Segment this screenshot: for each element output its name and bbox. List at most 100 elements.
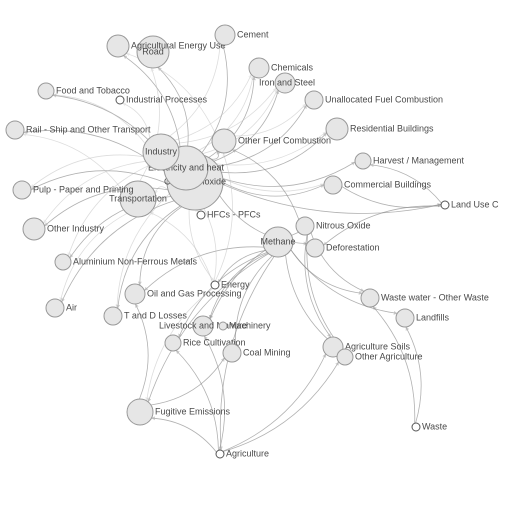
node-circle (116, 96, 124, 104)
edge (31, 155, 144, 188)
node-harvest: Harvest / Management (355, 153, 465, 169)
edge (235, 104, 306, 136)
node-circle (296, 217, 314, 235)
edge (342, 187, 441, 208)
node-hfcs: HFCs - PFCs (197, 209, 261, 219)
node-circle (412, 423, 420, 431)
node-label: Industrial Processes (126, 94, 208, 104)
node-label: Transportation (109, 193, 167, 203)
node-label: Cement (237, 29, 269, 39)
node-circle (441, 201, 449, 209)
edge (126, 53, 215, 133)
node-industry: Industry (143, 134, 179, 170)
edge (291, 250, 362, 294)
node-label: Deforestation (326, 242, 380, 252)
node-circle (107, 35, 129, 57)
node-circle (6, 121, 24, 139)
edge (152, 418, 217, 452)
node-label: Oil and Gas Processing (147, 288, 242, 298)
node-circle (249, 58, 269, 78)
node-label: Food and Tobacco (56, 85, 130, 95)
node-label: Energy (221, 279, 250, 289)
node-circle (55, 254, 71, 270)
node-circle (223, 344, 241, 362)
node-label: Machinery (229, 320, 271, 330)
node-label: Agriculture (226, 448, 269, 458)
node-label: Iron and Steel (259, 77, 315, 87)
edge (176, 350, 218, 450)
node-label: Harvest / Management (373, 155, 465, 165)
node-industrial_proc: Industrial Processes (116, 94, 208, 104)
node-label: Waste (422, 421, 447, 431)
node-circle (13, 181, 31, 199)
node-label: Nitrous Oxide (316, 220, 371, 230)
node-commercial: Commercial Buildings (324, 176, 432, 194)
node-nitrous: Nitrous Oxide (296, 217, 371, 235)
node-other_agriculture: Other Agriculture (337, 349, 423, 365)
node-label: Other Fuel Combustion (238, 135, 331, 145)
node-label: Methane (260, 236, 295, 246)
node-label: Waste water - Other Waste (381, 292, 489, 302)
node-label: Land Use C (451, 199, 499, 209)
node-label: Air (66, 302, 77, 312)
node-circle (165, 335, 181, 351)
node-label: T and D Losses (124, 310, 187, 320)
node-energy: Energy (211, 279, 250, 289)
node-circle (197, 211, 205, 219)
edge (140, 207, 182, 286)
node-circle (337, 349, 353, 365)
node-circle (305, 91, 323, 109)
node-residential: Residential Buildings (326, 118, 434, 140)
edge (223, 362, 339, 452)
node-circle (306, 239, 324, 257)
node-circle (23, 218, 45, 240)
node-landfills: Landfills (396, 309, 450, 327)
node-circle (396, 309, 414, 327)
edge (204, 336, 224, 450)
node-label: Coal Mining (243, 347, 291, 357)
node-circle (215, 25, 235, 45)
node-circle (216, 450, 224, 458)
node-other_industry: Other Industry (23, 218, 105, 240)
node-circle (46, 299, 64, 317)
network-graph: Carbon DioxideElectricity and heatIndust… (0, 0, 512, 512)
node-label: Other Agriculture (355, 351, 423, 361)
node-aluminium: Aluminium Non-Ferrous Metals (55, 254, 198, 270)
node-circle (355, 153, 371, 169)
edge (175, 75, 252, 141)
node-circle (212, 129, 236, 153)
node-label: Agricultural Energy Use (131, 40, 226, 50)
node-label: Industry (145, 146, 178, 156)
node-cement: Cement (215, 25, 269, 45)
node-waste: Waste (412, 421, 447, 431)
node-label: Agriculture Soils (345, 341, 411, 351)
node-unallocated: Unallocated Fuel Combustion (305, 91, 443, 109)
node-circle (324, 176, 342, 194)
node-agriculture: Agriculture (216, 448, 269, 458)
edge (235, 256, 272, 345)
node-rail_ship: Rail - Ship and Other Transport (6, 121, 151, 139)
node-deforestation: Deforestation (306, 239, 380, 257)
node-circle (125, 284, 145, 304)
node-coal: Coal Mining (223, 344, 291, 362)
node-label: Unallocated Fuel Combustion (325, 94, 443, 104)
node-air: Air (46, 299, 77, 317)
node-methane: Methane (260, 227, 295, 257)
node-iron_steel: Iron and Steel (259, 73, 315, 93)
node-label: Residential Buildings (350, 123, 434, 133)
node-circle (104, 307, 122, 325)
edge (151, 358, 224, 405)
node-label: Commercial Buildings (344, 179, 432, 189)
node-label: Aluminium Non-Ferrous Metals (73, 256, 198, 266)
node-other_fuel: Other Fuel Combustion (212, 129, 331, 153)
node-label: Chemicals (271, 62, 314, 72)
node-wastewater: Waste water - Other Waste (361, 289, 489, 307)
node-label: Landfills (416, 312, 450, 322)
node-circle (219, 322, 227, 330)
edge (223, 354, 326, 451)
node-circle (127, 399, 153, 425)
node-label: Fugitive Emissions (155, 406, 231, 416)
node-label: Other Industry (47, 223, 105, 233)
node-label: Rail - Ship and Other Transport (26, 124, 151, 134)
node-land_use: Land Use C (441, 199, 499, 209)
